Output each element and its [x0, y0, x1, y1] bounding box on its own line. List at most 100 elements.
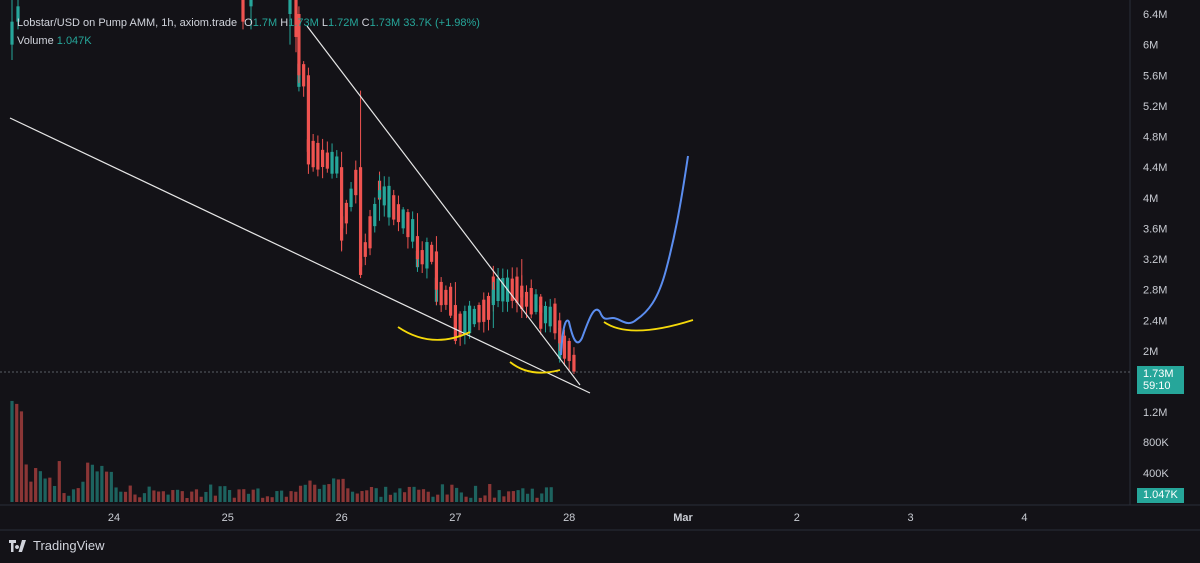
volume-bar	[90, 464, 95, 502]
candle-body	[434, 251, 439, 290]
current-price-badge: 1.73M 59:10	[1137, 366, 1184, 394]
volume-bar	[384, 486, 388, 502]
volume-bar	[492, 497, 497, 502]
volume-bar	[464, 496, 468, 502]
candle-body	[377, 190, 382, 198]
volume-bar	[180, 491, 184, 502]
candle-body	[467, 305, 472, 334]
lower-trendline[interactable]	[9, 117, 591, 394]
x-tick-label: 4	[1021, 512, 1027, 524]
candle-body	[553, 303, 557, 334]
volume-bar	[540, 493, 544, 502]
volume-bar	[445, 494, 449, 502]
drawings[interactable]	[9, 25, 694, 394]
candle-body	[515, 276, 519, 303]
volume-bar	[327, 484, 331, 502]
forecast-path[interactable]	[560, 155, 689, 356]
volume-bar	[76, 488, 80, 502]
volume-bar	[388, 494, 392, 502]
volume-bar	[303, 484, 307, 502]
candle-body	[562, 335, 567, 359]
candle-body	[10, 21, 14, 45]
candle-body	[387, 185, 391, 218]
volume-bar	[308, 480, 312, 502]
volume-bar	[223, 486, 227, 502]
candle-body	[472, 308, 476, 325]
volume-bar	[289, 491, 293, 502]
volume-bar	[209, 484, 213, 502]
volume-bar	[469, 497, 473, 502]
volume-bar	[360, 491, 364, 502]
y-tick-label: 5.2M	[1143, 101, 1167, 113]
volume-bar	[355, 493, 359, 502]
volume-bar	[459, 492, 463, 502]
volume-bar	[488, 484, 492, 502]
volume-bar	[521, 488, 525, 502]
x-tick-label: 28	[563, 512, 575, 524]
volume-bar	[317, 488, 322, 502]
volume-bar	[483, 495, 487, 502]
volume-bar	[431, 496, 435, 502]
volume-bar	[365, 490, 369, 502]
volume-bar	[175, 489, 180, 502]
candle-body	[524, 291, 529, 307]
y-tick-label: 1.2M	[1143, 407, 1167, 419]
footer-brand[interactable]: TradingView	[9, 538, 105, 553]
current-price-value: 1.73M	[1143, 368, 1174, 380]
volume-bar	[280, 490, 284, 502]
y-tick-label: 4M	[1143, 193, 1158, 205]
volume-bar	[298, 485, 303, 502]
volume-bar	[421, 489, 426, 502]
candle-body	[529, 288, 533, 315]
current-volume-badge: 1.047K	[1137, 488, 1184, 503]
candles	[10, 0, 576, 374]
volume-bar	[67, 495, 71, 502]
volume-bar	[152, 490, 156, 502]
candle-body	[392, 195, 396, 220]
volume-bar	[81, 481, 85, 502]
candle-body	[368, 216, 372, 249]
x-tick-label: Mar	[673, 512, 693, 524]
candle-body	[548, 306, 552, 327]
candle-body	[363, 242, 367, 257]
volume-bar	[190, 491, 194, 502]
volume-bar	[549, 487, 553, 502]
volume-bar	[511, 491, 515, 502]
volume-bar	[142, 493, 147, 502]
support-arc-3[interactable]	[603, 319, 694, 332]
candle-body	[444, 289, 448, 305]
volume-bars	[10, 400, 553, 502]
volume-value: 1.047K	[56, 35, 92, 47]
support-arc-1[interactable]	[397, 326, 471, 341]
candle-body	[534, 294, 538, 312]
volume-bar	[232, 497, 236, 502]
volume-bar	[507, 491, 511, 502]
y-tick-label: 6.4M	[1143, 9, 1167, 21]
volume-bar	[95, 471, 99, 502]
time-axis[interactable]: 24 25 26 27 28 Mar 2 3 4	[108, 512, 1028, 524]
candle-body	[425, 242, 429, 269]
volume-bar	[369, 486, 374, 502]
volume-bar	[407, 486, 411, 502]
volume-bar	[516, 490, 520, 502]
price-axis[interactable]: 6.4M 6M 5.6M 5.2M 4.8M 4.4M 4M 3.6M 3.2M 2.8M 2.4M…	[1143, 9, 1169, 480]
upper-trendline[interactable]	[306, 25, 581, 386]
support-arc-2[interactable]	[509, 361, 561, 374]
volume-bar	[336, 479, 340, 502]
y-tick-label: 3.2M	[1143, 254, 1167, 266]
x-tick-label: 3	[908, 512, 914, 524]
candle-body	[320, 149, 325, 168]
volume-bar	[251, 489, 255, 502]
volume-bar	[15, 403, 19, 502]
x-tick-label: 27	[449, 512, 461, 524]
candle-body	[241, 0, 245, 22]
volume-bar	[455, 487, 459, 502]
candle-body	[406, 212, 410, 238]
volume-bar	[256, 488, 260, 502]
candle-body	[482, 299, 486, 322]
close-value: 1.73M	[369, 17, 401, 29]
volume-bar	[294, 491, 298, 502]
